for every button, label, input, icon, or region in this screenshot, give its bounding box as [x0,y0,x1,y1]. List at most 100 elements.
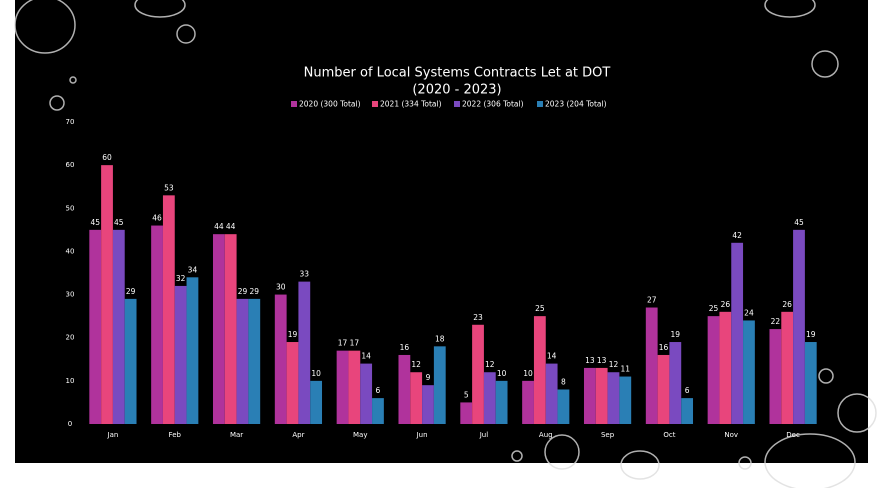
value-label: 22 [771,317,781,326]
bar [719,311,732,424]
bar [151,225,163,424]
bar [298,281,311,424]
bar [174,285,187,424]
bar [460,402,473,424]
bar [310,380,323,424]
bar [681,398,694,424]
bar [422,385,434,424]
value-label: 6 [376,386,381,395]
value-label: 8 [561,377,566,386]
chart-title: Number of Local Systems Contracts Let at… [304,66,611,81]
x-tick-label: Dec [786,431,800,439]
value-label: 9 [426,373,431,382]
bar [657,354,670,424]
bar [360,363,373,424]
bar [89,229,102,424]
bar [545,363,558,424]
x-tick-label: Mar [230,431,243,439]
bar [124,298,137,424]
value-label: 60 [102,153,112,162]
value-label: 53 [164,183,174,192]
bar [224,234,237,424]
bar [533,316,546,424]
value-label: 19 [671,330,681,339]
value-label: 17 [338,339,348,348]
value-label: 29 [238,287,248,296]
bar [483,372,496,424]
bar [804,342,817,424]
bar [236,298,249,424]
bar [286,342,299,424]
value-label: 44 [226,222,236,231]
legend-label: 2022 (306 Total) [462,100,524,109]
bar [410,372,423,424]
y-tick-label: 70 [66,118,75,126]
bar [731,242,744,424]
value-label: 30 [276,283,286,292]
value-label: 12 [485,360,495,369]
bar [557,389,570,424]
bar [274,294,287,424]
bar [336,350,349,424]
value-label: 12 [411,360,421,369]
bar [248,298,261,424]
y-tick-label: 40 [66,247,75,255]
value-label: 19 [806,330,816,339]
value-label: 34 [188,265,198,274]
x-tick-label: Jun [416,431,428,439]
x-tick-label: Nov [724,431,738,439]
x-tick-label: Aug [539,431,553,439]
x-tick-label: Sep [601,431,615,439]
value-label: 45 [794,218,804,227]
bar [162,195,175,424]
bar [495,380,508,424]
value-label: 12 [609,360,619,369]
bar [522,380,534,424]
value-label: 26 [721,300,731,309]
x-tick-label: Apr [292,431,304,439]
value-label: 14 [547,352,557,361]
bar [769,329,782,424]
value-label: 44 [214,222,224,231]
bar [781,311,794,424]
legend-swatch [454,101,460,107]
bar [186,277,199,424]
bar [619,376,632,424]
x-tick-label: Jul [479,431,489,439]
value-label: 18 [435,334,445,343]
y-tick-label: 60 [66,161,75,169]
value-label: 10 [497,369,507,378]
value-label: 32 [176,274,186,283]
value-label: 25 [535,304,545,313]
value-label: 25 [709,304,719,313]
value-label: 29 [250,287,260,296]
value-label: 16 [659,343,669,352]
value-label: 27 [647,296,657,305]
legend-label: 2021 (334 Total) [380,100,442,109]
value-label: 29 [126,287,136,296]
value-label: 13 [585,356,595,365]
y-tick-label: 20 [66,334,75,342]
bar [743,320,755,424]
bar [433,346,446,424]
bar [707,316,720,424]
value-label: 42 [732,231,742,240]
x-tick-label: Jan [107,431,119,439]
bar [398,354,411,424]
bar [348,350,361,424]
x-tick-label: May [353,431,367,439]
x-tick-label: Feb [169,431,182,439]
legend-swatch [372,101,378,107]
value-label: 17 [350,339,360,348]
bar [645,307,658,424]
y-tick-label: 30 [66,291,75,299]
bar [212,234,225,424]
value-label: 16 [400,343,410,352]
value-label: 19 [288,330,298,339]
legend-label: 2023 (204 Total) [545,100,607,109]
x-tick-label: Oct [663,431,675,439]
value-label: 33 [300,270,310,279]
value-label: 45 [114,218,124,227]
